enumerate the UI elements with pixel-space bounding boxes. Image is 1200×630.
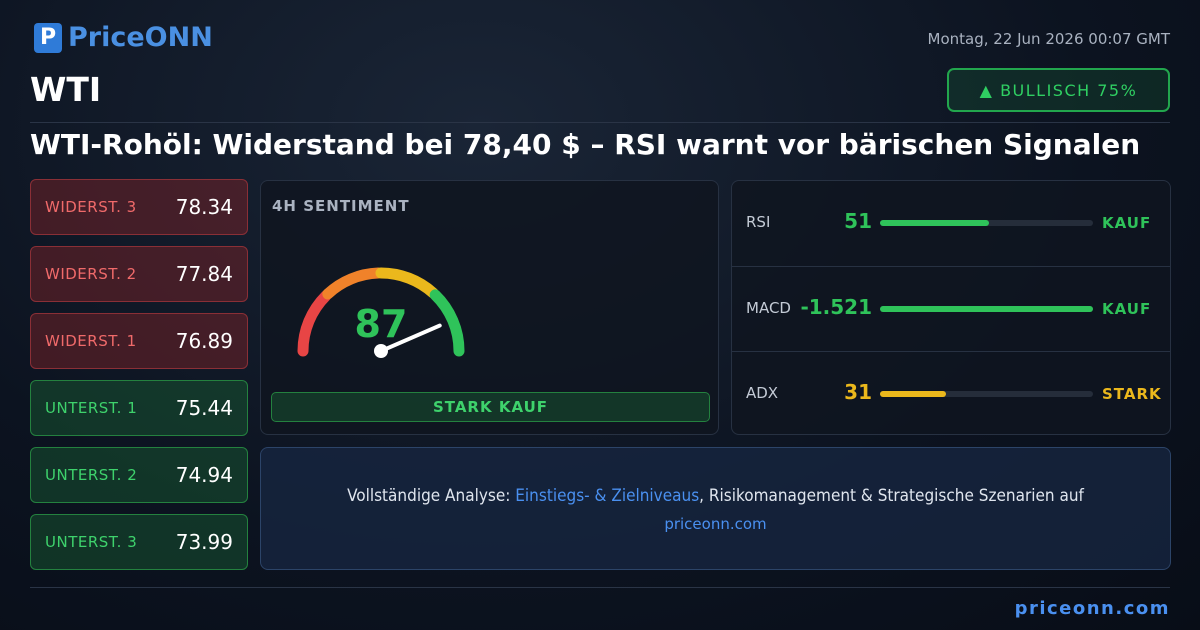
badge: ▲ BULLISCH 75% bbox=[947, 68, 1170, 112]
cta-link[interactable]: priceonn.com bbox=[664, 515, 767, 533]
indicator-signal: KAUF bbox=[1102, 214, 1152, 232]
level-value: 73.99 bbox=[175, 530, 233, 554]
indicator-name: ADX bbox=[746, 384, 779, 402]
indicator-name: MACD bbox=[746, 299, 791, 317]
symbol: WTI bbox=[30, 70, 102, 109]
level-label: UNTERST. 3 bbox=[45, 533, 138, 551]
level-value: 76.89 bbox=[175, 329, 233, 353]
indicator-bar bbox=[880, 220, 989, 226]
level: UNTERST. 1 75.44 bbox=[30, 380, 248, 436]
level-label: WIDERST. 2 bbox=[45, 265, 137, 283]
logo-text: PriceONN bbox=[68, 22, 213, 53]
cta-prefix: Vollständige Analyse: bbox=[347, 486, 511, 506]
indicator-row: ADX 31 STARK bbox=[732, 351, 1170, 436]
indicator-row: RSI 51 KAUF bbox=[732, 181, 1170, 266]
indicator-bar bbox=[880, 391, 947, 397]
level: WIDERST. 1 76.89 bbox=[30, 313, 248, 369]
indicator-track bbox=[880, 391, 1093, 397]
gauge-arc bbox=[375, 267, 439, 299]
indicator-signal: KAUF bbox=[1102, 300, 1152, 318]
level-value: 77.84 bbox=[175, 262, 233, 286]
indicator-value: 31 bbox=[844, 380, 872, 404]
level: WIDERST. 2 77.84 bbox=[30, 246, 248, 302]
gauge-hub bbox=[374, 344, 388, 358]
level-value: 78.34 bbox=[175, 195, 233, 219]
sentiment-title: 4H SENTIMENT bbox=[272, 197, 410, 215]
separator bbox=[30, 122, 1170, 123]
gauge-arc bbox=[322, 267, 384, 300]
level-value: 75.44 bbox=[175, 396, 233, 420]
indicator-track bbox=[880, 306, 1093, 312]
indicator-bar bbox=[880, 306, 1093, 312]
level-label: WIDERST. 3 bbox=[45, 198, 137, 216]
cta-text: Vollständige Analyse: Einstiegs- & Zieln… bbox=[261, 486, 1170, 506]
footer-link[interactable]: priceonn.com bbox=[1014, 598, 1170, 619]
level-label: UNTERST. 1 bbox=[45, 399, 138, 417]
sentiment-panel: 4H SENTIMENT 87 STARK KAUF bbox=[260, 180, 719, 435]
level: UNTERST. 2 74.94 bbox=[30, 447, 248, 503]
logo-icon: P bbox=[34, 22, 62, 53]
indicator-signal: STARK bbox=[1102, 385, 1162, 403]
indicators-panel: RSI 51 KAUF MACD -1.521 KAUF ADX 31 STARK bbox=[731, 180, 1171, 435]
indicator-name: RSI bbox=[746, 213, 771, 231]
level-label: UNTERST. 2 bbox=[45, 466, 138, 484]
sentiment-signal: STARK KAUF bbox=[271, 392, 710, 422]
date: Montag, 22 Jun 2026 00:07 GMT bbox=[927, 30, 1170, 48]
gauge-arc bbox=[297, 290, 332, 357]
indicator-track bbox=[880, 220, 1093, 226]
gauge-value: 87 bbox=[355, 302, 408, 346]
gauge-arc bbox=[429, 289, 465, 357]
gauge-needle bbox=[379, 323, 442, 353]
indicator-value: -1.521 bbox=[800, 295, 872, 319]
level: UNTERST. 3 73.99 bbox=[30, 514, 248, 570]
cta-suffix: , Risikomanagement & Strategische Szenar… bbox=[699, 486, 1084, 506]
call-to-action: Vollständige Analyse: Einstiegs- & Zieln… bbox=[260, 447, 1171, 570]
level-label: WIDERST. 1 bbox=[45, 332, 137, 350]
indicator-value: 51 bbox=[844, 209, 872, 233]
level: WIDERST. 3 78.34 bbox=[30, 179, 248, 235]
headline: WTI-Rohöl: Widerstand bei 78,40 $ – RSI … bbox=[30, 128, 1141, 161]
indicator-row: MACD -1.521 KAUF bbox=[732, 266, 1170, 351]
separator bbox=[30, 587, 1170, 588]
logo: P PriceONN bbox=[34, 22, 213, 53]
cta-highlight: Einstiegs- & Zielniveaus bbox=[515, 486, 700, 506]
level-value: 74.94 bbox=[175, 463, 233, 487]
gauge: 87 bbox=[297, 267, 465, 358]
